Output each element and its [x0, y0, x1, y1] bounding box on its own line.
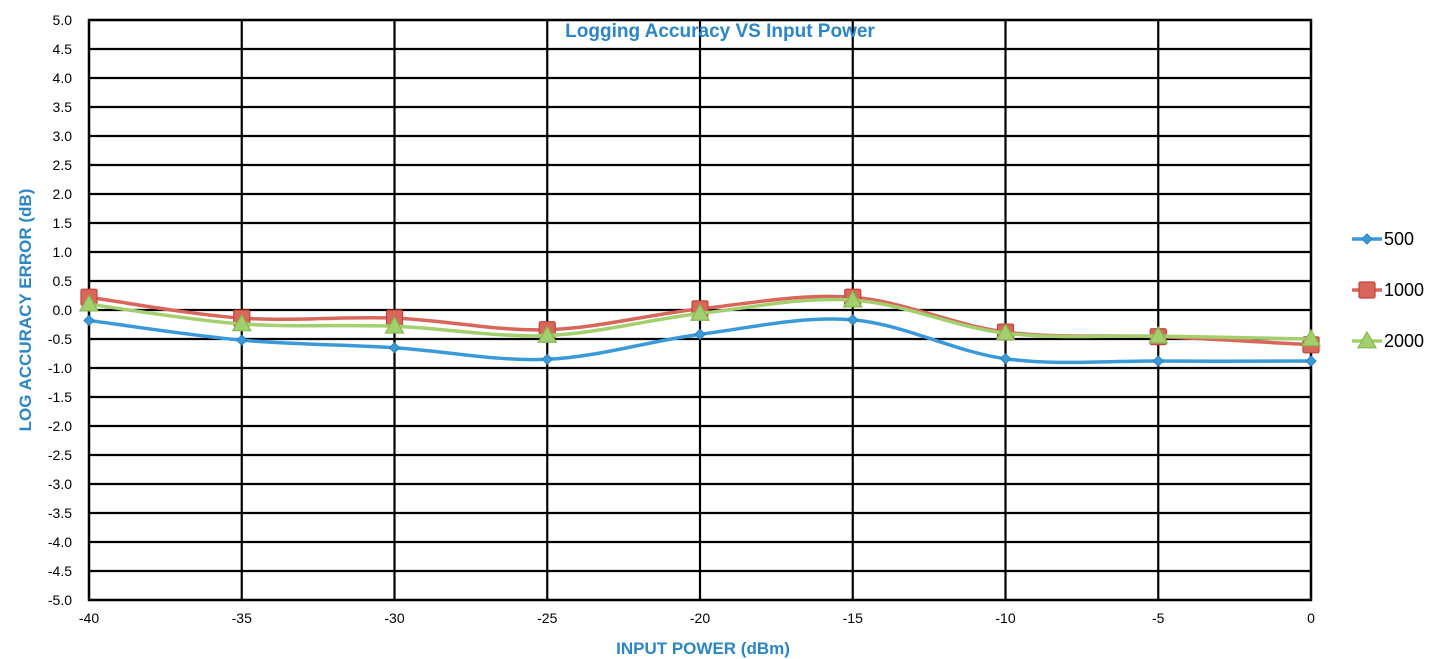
- data-point-2000: [689, 303, 711, 321]
- data-point-2000: [78, 293, 100, 312]
- x-tick-label: -30: [384, 610, 404, 626]
- data-point-2000: [231, 313, 252, 332]
- y-axis-title: LOG ACCURACY ERROR (dB): [16, 189, 35, 432]
- x-tick-label: -10: [995, 610, 1015, 626]
- legend-marker-500: [1361, 233, 1373, 245]
- data-point-500: [1305, 355, 1317, 367]
- data-point-2000: [995, 322, 1016, 341]
- data-point-2000: [842, 289, 863, 308]
- x-tick-label: -5: [1152, 610, 1165, 626]
- legend-label-500: 500: [1384, 229, 1414, 249]
- legend: 500 1000 2000: [1352, 229, 1424, 351]
- x-tick-label: -15: [843, 610, 863, 626]
- legend-marker-1000: [1358, 281, 1376, 299]
- data-point-500: [388, 341, 401, 354]
- y-tick-label: -3.0: [48, 476, 72, 492]
- y-tick-label: 2.0: [53, 186, 73, 202]
- y-tick-label: -0.5: [48, 331, 72, 347]
- y-tick-label: 4.0: [53, 70, 73, 86]
- x-tick-label: -40: [79, 610, 99, 626]
- tick-labels: 5.0 4.5 4.0 3.5 3.0 2.5 2.0 1.5 1.0 0.5 0.0 -0.5 -1.…: [48, 12, 1315, 626]
- y-tick-label: -5.0: [48, 592, 72, 608]
- y-tick-label: 3.0: [53, 128, 73, 144]
- y-tick-label: -4.5: [48, 563, 72, 579]
- data-point-500: [83, 314, 95, 327]
- data-point-2000: [537, 325, 558, 343]
- legend-label-2000: 2000: [1384, 331, 1424, 351]
- x-axis-title: INPUT POWER (dBm): [616, 639, 790, 658]
- chart-title: Logging Accuracy VS Input Power: [565, 21, 875, 42]
- data-point-500: [236, 334, 248, 346]
- x-tick-label: 0: [1307, 610, 1315, 626]
- legend-marker-2000: [1356, 330, 1378, 349]
- data-point-2000: [1300, 328, 1322, 347]
- y-tick-label: 4.5: [53, 41, 73, 57]
- y-tick-label: 0.5: [53, 273, 73, 289]
- y-tick-label: -1.5: [48, 389, 72, 405]
- data-point-2000: [1148, 325, 1169, 344]
- y-tick-label: 1.5: [53, 215, 73, 231]
- data-point-500: [541, 353, 553, 366]
- y-tick-label: -3.5: [48, 505, 72, 521]
- y-tick-label: 5.0: [53, 12, 73, 28]
- data-point-500: [999, 353, 1012, 365]
- y-tick-label: 1.0: [53, 244, 73, 260]
- y-tick-label: 3.5: [53, 99, 73, 115]
- y-tick-label: -4.0: [48, 534, 72, 550]
- data-point-500: [847, 314, 859, 326]
- y-tick-label: -2.0: [48, 418, 72, 434]
- data-point-500: [1152, 355, 1164, 367]
- legend-label-1000: 1000: [1384, 280, 1424, 300]
- data-point-500: [694, 328, 706, 341]
- y-tick-label: -2.5: [48, 447, 72, 463]
- y-tick-label: 2.5: [53, 157, 73, 173]
- y-tick-label: 0.0: [53, 302, 73, 318]
- y-tick-label: -1.0: [48, 360, 72, 376]
- data-point-2000: [384, 316, 405, 334]
- x-tick-label: -20: [690, 610, 710, 626]
- x-tick-label: -35: [232, 610, 252, 626]
- x-tick-label: -25: [537, 610, 557, 626]
- series: [78, 288, 1322, 367]
